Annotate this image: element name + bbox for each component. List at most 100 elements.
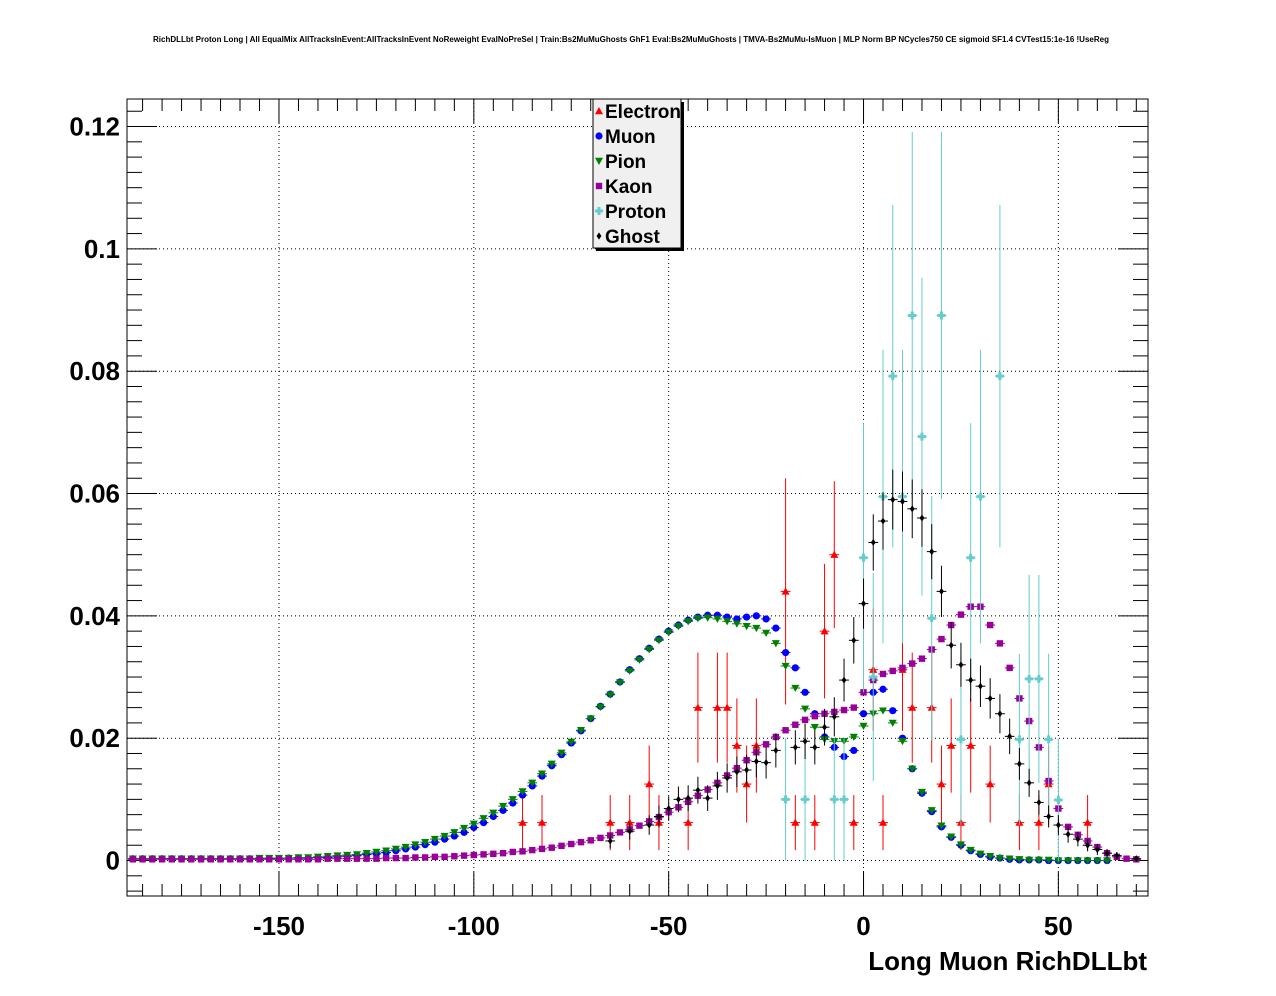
series-layer [127, 132, 1142, 865]
data-point [1064, 857, 1073, 865]
data-point [1005, 855, 1014, 863]
data-point [1094, 845, 1100, 854]
data-point [684, 818, 693, 826]
data-point [840, 795, 849, 804]
data-point [139, 856, 146, 863]
data-point [908, 703, 917, 711]
data-point [1006, 664, 1013, 672]
data-point [518, 788, 527, 796]
data-point [314, 856, 322, 863]
data-point [1025, 674, 1034, 683]
data-point [440, 832, 449, 841]
data-point [938, 635, 945, 643]
data-point [889, 667, 896, 675]
legend-marker-kaon [595, 182, 603, 190]
data-point [859, 710, 868, 718]
data-point [771, 640, 780, 648]
legend-marker-muon [595, 132, 603, 140]
y-tick-label: 0.12 [69, 112, 120, 142]
data-point [519, 848, 526, 855]
data-point [773, 746, 779, 755]
data-point [178, 856, 185, 863]
data-point [831, 713, 837, 721]
y-tick-label: 0.1 [84, 234, 120, 264]
data-point [645, 646, 654, 654]
data-point [841, 676, 847, 684]
legend: Electron Muon Pion Kaon Proton Ghost [592, 98, 684, 251]
data-point [1075, 835, 1081, 843]
data-point [830, 795, 839, 804]
data-point [596, 703, 605, 711]
data-point [246, 856, 253, 863]
data-point [266, 856, 273, 863]
data-point [392, 854, 400, 862]
data-point [557, 749, 566, 757]
data-point [812, 743, 818, 751]
data-point [900, 497, 905, 506]
data-point [401, 843, 410, 852]
data-point [772, 624, 780, 632]
data-point [889, 707, 897, 715]
data-point [917, 432, 926, 441]
data-point [391, 845, 400, 853]
data-point [528, 779, 537, 787]
data-point [188, 856, 195, 863]
data-point [627, 827, 633, 835]
data-point [723, 618, 732, 626]
legend-label-proton: Proton [605, 202, 666, 223]
data-point [752, 612, 760, 620]
data-point [256, 856, 263, 863]
x-axis-label: Long Muon RichDLLbt [868, 946, 1147, 976]
data-point [869, 673, 878, 682]
data-point [1093, 857, 1102, 865]
data-point [986, 853, 995, 861]
data-point [792, 721, 799, 728]
data-point [995, 372, 1004, 381]
data-point [1055, 821, 1061, 829]
data-point [705, 794, 711, 802]
data-point [168, 856, 176, 863]
data-point [480, 851, 487, 858]
data-point [762, 741, 770, 748]
data-point [373, 855, 380, 862]
data-point [976, 492, 985, 501]
y-tick-label: 0.04 [69, 601, 120, 631]
data-point [207, 856, 214, 863]
data-point [411, 841, 420, 849]
data-point [1017, 760, 1022, 768]
data-point [518, 818, 527, 826]
data-point [577, 838, 585, 846]
data-point [781, 648, 790, 657]
data-point [236, 856, 244, 863]
data-point [1034, 818, 1043, 826]
data-point [334, 855, 341, 862]
data-point [586, 715, 595, 723]
data-point [275, 856, 283, 863]
data-point [1083, 818, 1092, 826]
data-point [792, 743, 798, 751]
data-point [616, 829, 624, 836]
data-point [607, 837, 613, 845]
data-point [723, 703, 732, 711]
data-point [1015, 856, 1024, 864]
data-point [987, 694, 993, 703]
data-point [909, 660, 916, 667]
data-point [937, 822, 946, 830]
data-point [676, 795, 681, 803]
y-tick-label: 0.08 [69, 356, 120, 386]
data-point [430, 835, 439, 844]
data-point [363, 855, 370, 862]
data-point [548, 844, 555, 851]
data-point [801, 705, 810, 713]
data-point [870, 538, 876, 547]
data-point [352, 851, 361, 859]
data-point [762, 615, 770, 623]
data-point [635, 656, 644, 664]
data-point [781, 795, 790, 804]
data-point [674, 623, 683, 631]
data-point [499, 802, 508, 811]
data-point [1073, 857, 1082, 865]
data-point [625, 818, 634, 826]
data-point [937, 780, 946, 788]
y-tick-label: 0 [106, 846, 120, 876]
